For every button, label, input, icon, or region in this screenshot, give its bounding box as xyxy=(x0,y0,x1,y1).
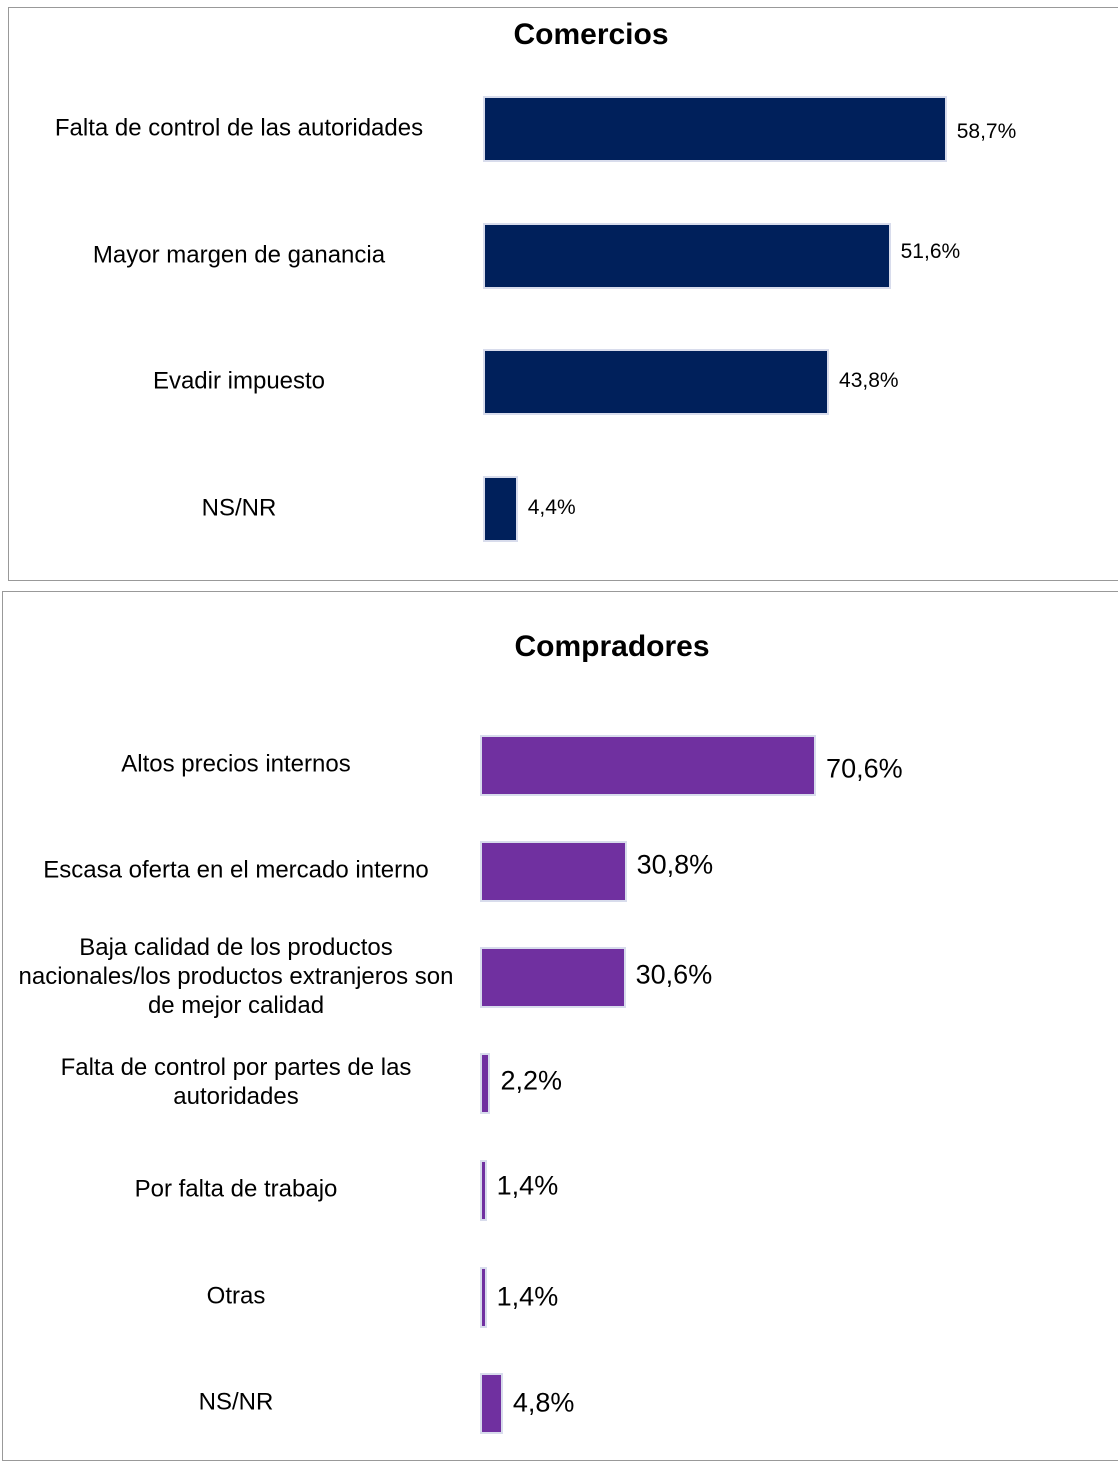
category-label: Falta de control por partes de las autor… xyxy=(60,1054,412,1110)
value-label: 4,8% xyxy=(512,1387,575,1418)
bar xyxy=(480,1052,491,1114)
category-label: Otras xyxy=(206,1282,266,1310)
value-label: 30,8% xyxy=(636,849,714,880)
bar xyxy=(483,223,891,289)
category-label: Altos precios internos xyxy=(121,750,351,778)
chart-title: Comercios xyxy=(513,18,669,51)
bar xyxy=(480,1159,487,1221)
category-label: Escasa oferta en el mercado interno xyxy=(43,856,429,884)
category-label: Por falta de trabajo xyxy=(134,1175,338,1203)
panel xyxy=(2,591,1118,1461)
value-label: 1,4% xyxy=(496,1281,559,1312)
bar xyxy=(483,96,947,162)
bar xyxy=(480,946,626,1008)
bar xyxy=(483,349,830,415)
bar xyxy=(480,1266,487,1328)
category-label: NS/NR xyxy=(201,494,277,522)
category-label: Evadir impuesto xyxy=(152,367,326,395)
category-label: Mayor margen de ganancia xyxy=(92,241,386,269)
value-label: 2,2% xyxy=(500,1065,563,1096)
value-label: 43,8% xyxy=(839,369,899,392)
bar xyxy=(483,476,518,542)
value-label: 1,4% xyxy=(496,1170,559,1201)
bar xyxy=(480,1372,503,1434)
category-label: Baja calidad de los productos nacionales… xyxy=(18,933,454,1019)
value-label: 4,4% xyxy=(527,496,576,519)
chart-title: Compradores xyxy=(514,630,710,663)
bar xyxy=(480,840,627,902)
value-label: 51,6% xyxy=(900,240,961,263)
category-label: NS/NR xyxy=(198,1388,274,1416)
category-label: Falta de control de las autoridades xyxy=(54,114,424,142)
value-label: 30,6% xyxy=(635,959,713,990)
value-label: 70,6% xyxy=(826,753,903,784)
value-label: 58,7% xyxy=(956,120,1017,143)
bar xyxy=(480,734,817,796)
